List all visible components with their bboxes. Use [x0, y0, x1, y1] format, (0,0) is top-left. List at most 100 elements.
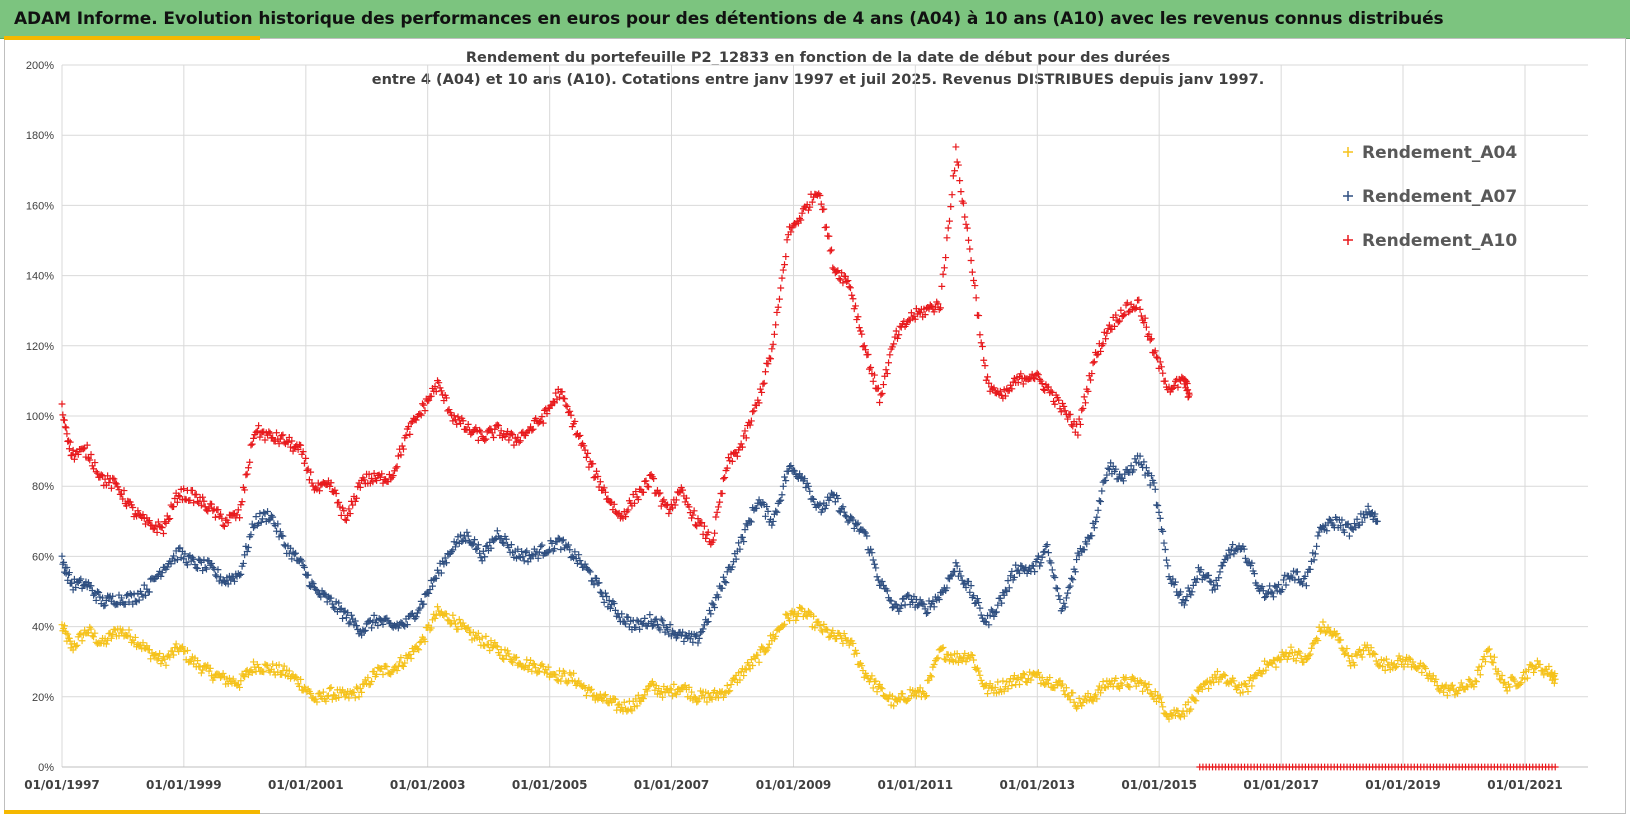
- rendement-a04-point: [1372, 657, 1380, 665]
- rendement-a04-point: [487, 637, 495, 645]
- rendement-a10-point: [698, 519, 706, 526]
- rendement-a10-point: [1174, 383, 1182, 391]
- rendement-a07-point: [1037, 559, 1045, 567]
- rendement-a10-point: [797, 216, 805, 224]
- rendement-a10-point: [838, 269, 846, 277]
- rendement-a07-point: [416, 604, 424, 612]
- rendement-a07-point: [772, 507, 780, 515]
- rendement-a04-point: [443, 610, 450, 618]
- x-tick-label: 01/01/1997: [24, 778, 100, 792]
- rendement-a07-point: [491, 536, 499, 543]
- legend-marker: [1343, 235, 1353, 245]
- rendement-a07-point: [1206, 577, 1214, 585]
- rendement-a04-point: [940, 655, 948, 663]
- rendement-a07-point: [1353, 515, 1361, 523]
- rendement-a07-point: [714, 593, 722, 601]
- rendement-a10-point: [549, 397, 557, 405]
- rendement-a04-point: [849, 640, 857, 647]
- rendement-a10-point: [806, 203, 814, 211]
- rendement-a07-point: [878, 578, 886, 585]
- rendement-a04-point: [600, 692, 608, 700]
- rendement-a04-point: [1471, 677, 1479, 685]
- rendement-a10-point: [725, 454, 732, 462]
- rendement-a10-point: [153, 529, 161, 536]
- rendement-a04-point: [482, 632, 490, 640]
- rendement-a07-point: [1047, 559, 1055, 567]
- rendement-a07-point: [1093, 513, 1101, 521]
- rendement-a10-point: [261, 436, 269, 444]
- rendement-a07-point: [328, 600, 336, 608]
- rendement-a10-point: [858, 330, 866, 338]
- rendement-a10-point: [939, 270, 947, 278]
- rendement-a07-point: [822, 501, 830, 509]
- rendement-a04-point: [961, 650, 969, 657]
- rendement-a10-point: [759, 380, 767, 388]
- rendement-a04-point: [253, 661, 261, 668]
- rendement-a04-point: [229, 675, 237, 683]
- rendement-a04-point: [933, 655, 941, 663]
- rendement-a04-point: [401, 659, 409, 667]
- rendement-a07-point: [477, 554, 485, 562]
- rendement-a04-point: [108, 634, 115, 642]
- rendement-a04-point: [618, 704, 626, 711]
- rendement-a07-point: [810, 495, 817, 503]
- rendement-a07-point: [1080, 546, 1088, 554]
- rendement-a10-point: [657, 502, 665, 510]
- rendement-a04-point: [119, 626, 127, 634]
- rendement-a04-point: [802, 611, 810, 619]
- rendement-a04-point: [1484, 646, 1492, 654]
- rendement-a04-point: [916, 684, 924, 692]
- legend-label: Rendement_A04: [1362, 143, 1517, 163]
- rendement-a04-point: [1491, 653, 1498, 661]
- rendement-a10-point: [1158, 363, 1165, 371]
- data-points: [58, 143, 1559, 771]
- rendement-a10-point: [746, 421, 754, 429]
- rendement-a07-point: [916, 596, 924, 604]
- rendement-a10-point: [365, 470, 373, 478]
- rendement-a10-point: [1064, 415, 1072, 423]
- rendement-a07-point: [1205, 571, 1212, 579]
- rendement-a04-point: [219, 670, 227, 677]
- rendement-a07-point: [935, 596, 943, 603]
- rendement-a07-point: [463, 528, 471, 536]
- rendement-a10-point: [1132, 304, 1140, 312]
- rendement-a10-point: [878, 390, 886, 397]
- rendement-a10-point: [961, 213, 969, 221]
- rendement-a04-point: [899, 690, 906, 698]
- rendement-a04-point: [1297, 654, 1305, 662]
- rendement-a07-point: [806, 487, 814, 495]
- rendement-a10-point: [704, 528, 712, 536]
- rendement-a04-point: [1443, 691, 1451, 699]
- rendement-a07-point: [1270, 593, 1277, 601]
- rendement-a10-point: [356, 484, 364, 491]
- rendement-a10-point: [1048, 389, 1056, 396]
- rendement-a07-point: [1302, 582, 1310, 590]
- rendement-a04-point: [1487, 652, 1494, 660]
- rendement-a07-point: [1184, 584, 1192, 592]
- rendement-a04-point: [1426, 670, 1433, 678]
- rendement-a04-point: [1503, 687, 1511, 695]
- rendement-a04-point: [873, 688, 881, 696]
- x-tick-label: 01/01/2021: [1487, 778, 1563, 792]
- rendement-a07-point: [844, 518, 852, 526]
- rendement-a07-point: [1036, 562, 1044, 570]
- rendement-a10-point: [805, 206, 812, 214]
- rendement-a10-point: [91, 459, 99, 466]
- rendement-a10-point: [897, 323, 905, 331]
- rendement-a10-point: [816, 192, 824, 199]
- rendement-a10-point: [962, 220, 970, 228]
- rendement-a10-point: [417, 411, 425, 419]
- rendement-a10-point: [849, 295, 857, 303]
- rendement-a04-point: [407, 655, 415, 662]
- rendement-a07-point: [986, 611, 994, 619]
- rendement-a10-point: [689, 511, 697, 519]
- rendement-a07-point: [1031, 568, 1039, 575]
- rendement-a07-point: [747, 518, 755, 526]
- rendement-a10-point: [65, 445, 73, 453]
- rendement-a07-point: [342, 614, 350, 622]
- rendement-a10-point: [829, 264, 837, 272]
- rendement-a07-point: [755, 496, 763, 504]
- rendement-a07-point: [429, 582, 436, 590]
- rendement-a07-point: [924, 609, 932, 616]
- rendement-a04-point: [967, 651, 975, 659]
